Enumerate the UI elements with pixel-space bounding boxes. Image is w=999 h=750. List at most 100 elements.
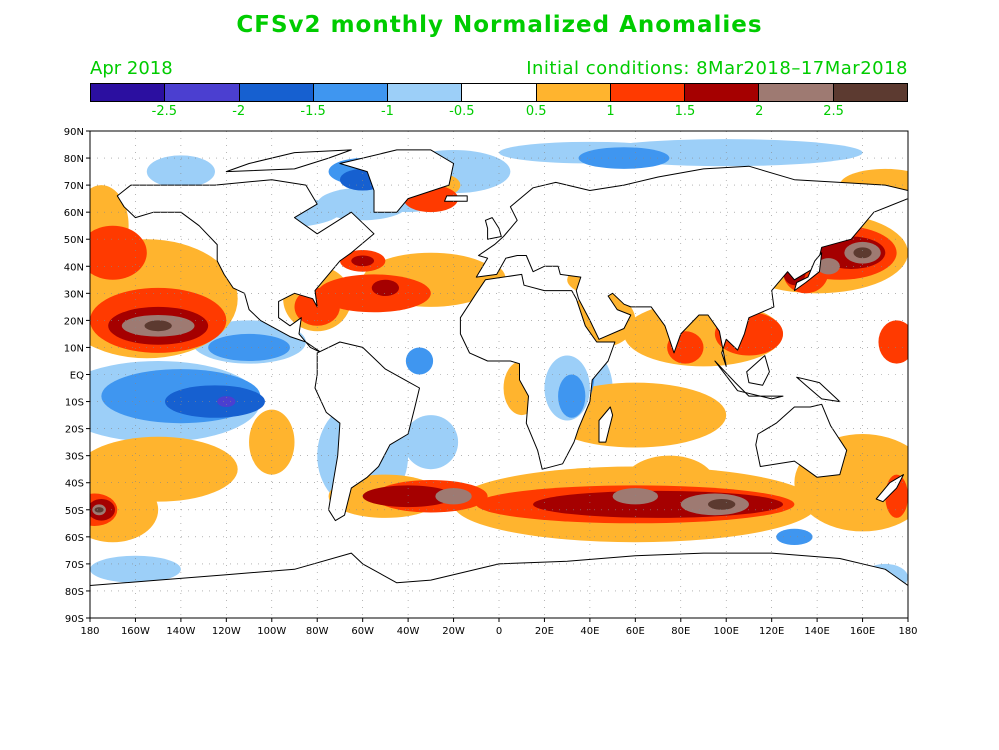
longitude-label: 140E: [804, 626, 829, 637]
landmass-antarctica: [90, 552, 908, 618]
longitude-label: 160W: [121, 626, 150, 637]
anomaly-patch: [405, 347, 434, 375]
latitude-label: EQ: [70, 371, 84, 382]
anomaly-patch: [578, 147, 670, 169]
anomaly-patch: [146, 155, 215, 188]
landmass-arctic-islands: [225, 149, 352, 173]
anomaly-patch: [853, 247, 872, 259]
latitude-label: 80N: [64, 154, 84, 165]
anomaly-patch: [776, 528, 813, 545]
colorbar-swatch: [759, 84, 834, 101]
longitude-label: 100W: [257, 626, 286, 637]
colorbar-tick-label: -1.5: [300, 104, 326, 119]
latitude-label: 20S: [65, 425, 84, 436]
longitude-label: 40W: [397, 626, 420, 637]
longitude-label: 40E: [580, 626, 599, 637]
longitude-label: 180: [898, 626, 917, 637]
chart-title: CFSv2 monthly Normalized Anomalies: [236, 12, 763, 38]
anomaly-patch: [317, 274, 431, 313]
anomaly-patch: [403, 415, 459, 470]
landmass-greenland: [339, 149, 455, 213]
longitude-label: 80E: [671, 626, 690, 637]
colorbar-swatch: [685, 84, 760, 101]
colorbar-swatch: [313, 84, 389, 101]
landmass-borneo: [746, 355, 770, 386]
longitude-label: 20W: [442, 626, 465, 637]
initial-conditions-label: Initial conditions: 8Mar2018–17Mar2018: [526, 58, 908, 79]
anomaly-patch: [817, 258, 840, 275]
anomaly-patch: [351, 255, 375, 267]
landmass-indonesia: [714, 360, 784, 400]
latitude-label: 10S: [65, 398, 84, 409]
anomaly-patch: [435, 488, 472, 505]
colorbar: [90, 83, 908, 102]
landmass-new-zealand: [875, 474, 904, 503]
colorbar-tick-label: -1: [380, 104, 394, 119]
longitude-label: 20E: [535, 626, 554, 637]
colorbar-tick-label: -2: [232, 104, 246, 119]
anomaly-patch: [217, 396, 236, 407]
latitude-label: 20N: [64, 316, 84, 327]
colorbar-tick-label: 1.5: [674, 104, 696, 119]
longitude-label: 100E: [714, 626, 739, 637]
anomaly-patch: [362, 485, 454, 508]
longitude-label: 160E: [850, 626, 875, 637]
anomaly-patch: [90, 555, 181, 583]
landmass-south-america: [314, 341, 420, 522]
latitude-label: 60N: [64, 208, 84, 219]
longitude-label: 60W: [351, 626, 374, 637]
longitude-label: 140W: [166, 626, 195, 637]
landmass-north-america: [116, 179, 375, 354]
latitude-label: 80S: [65, 587, 84, 598]
landmass-australia: [755, 403, 848, 478]
anomaly-patch: [878, 320, 908, 364]
colorbar-swatch: [91, 84, 166, 101]
anomaly-patch: [94, 507, 104, 513]
colorbar-swatch: [610, 84, 686, 101]
latitude-label: 90S: [65, 614, 84, 625]
colorbar-tick-label: 0.5: [525, 104, 547, 119]
latitude-label: 10N: [64, 343, 84, 354]
colorbar-tick-label: 2.5: [823, 104, 844, 119]
colorbar-swatch: [833, 84, 907, 101]
anomaly-patch: [708, 498, 736, 510]
colorbar-swatch: [165, 84, 240, 101]
anomaly-patch: [90, 477, 159, 543]
longitude-label: 0: [496, 626, 502, 637]
anomaly-patch: [371, 279, 400, 297]
longitude-label: 60E: [626, 626, 645, 637]
anomaly-patch: [208, 333, 290, 361]
latitude-label: 30S: [65, 452, 84, 463]
landmass-africa: [459, 273, 616, 470]
anomaly-patch: [249, 409, 295, 475]
latitude-label: 50S: [65, 506, 84, 517]
landmass-iceland: [444, 195, 468, 202]
latitude-label: 50N: [64, 235, 84, 246]
landmass-madagascar: [598, 406, 614, 443]
colorbar-tick-label: 1: [606, 104, 615, 119]
anomaly-patch: [144, 320, 172, 332]
landmass-uk: [484, 217, 502, 240]
longitude-label: 180: [80, 626, 99, 637]
anomaly-patch: [90, 225, 147, 280]
colorbar-tick-label: 2: [755, 104, 764, 119]
continents-layer: [90, 149, 908, 618]
landmass-new-guinea: [796, 376, 841, 403]
longitude-label: 120W: [212, 626, 241, 637]
colorbar-swatch: [462, 84, 537, 101]
latitude-label: 40S: [65, 479, 84, 490]
latitude-label: 70N: [64, 181, 84, 192]
axis-labels: 90N 80N 70N 60N 50N 40N 30N 20N 10N EQ 10S 20S 30S 40…: [64, 127, 918, 637]
latitude-label: 60S: [65, 533, 84, 544]
latitude-label: 40N: [64, 262, 84, 273]
east-africa-anomaly-core: [558, 374, 586, 418]
colorbar-swatch: [388, 84, 463, 101]
colorbar-tick-label: -2.5: [151, 104, 178, 119]
colorbar-swatch: [536, 84, 611, 101]
landmass-japan: [793, 252, 823, 292]
colorbar-swatch: [239, 84, 314, 101]
forecast-month-label: Apr 2018: [90, 58, 173, 79]
latitude-label: 90N: [64, 127, 84, 138]
colorbar-tick-label: -0.5: [449, 104, 475, 119]
